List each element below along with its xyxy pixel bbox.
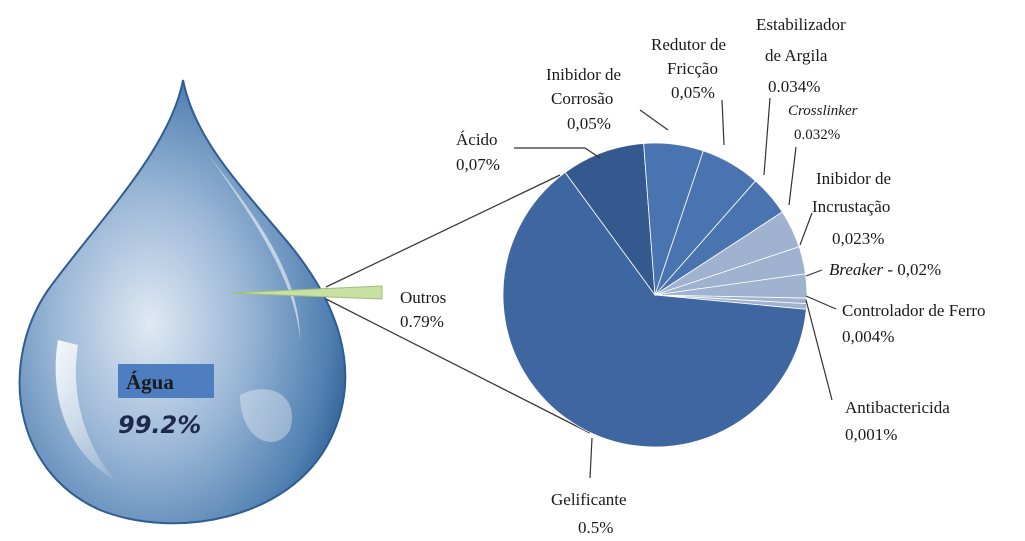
label-controlador-ferro: Controlador de Ferro 0,004% <box>842 301 990 346</box>
label-redutor-friccao: Redutor de Fricção 0,05% <box>651 35 730 102</box>
label-breaker-sep: - <box>883 260 897 279</box>
label-estabilizador-value: 0.034% <box>768 77 820 96</box>
leader-estabilizador <box>763 97 771 176</box>
label-gelificante-value: 0.5% <box>578 518 613 537</box>
others-wedge <box>229 285 383 300</box>
label-inibidor-incrustacao-line2: Incrustação <box>812 197 890 216</box>
water-drop <box>18 79 347 525</box>
leader-breaker <box>805 269 823 277</box>
label-antibactericida: Antibactericida 0,001% <box>845 398 954 444</box>
pie <box>502 142 808 448</box>
leader-inibidor-incrustacao <box>799 212 813 246</box>
label-inibidor-incrustacao-value: 0,023% <box>832 229 884 248</box>
label-acido-value: 0,07% <box>456 155 500 174</box>
label-antibactericida-value: 0,001% <box>845 425 897 444</box>
water-drop-body <box>18 79 347 525</box>
pie-slice-gelificante <box>502 171 807 448</box>
label-inibidor-incrustacao-line1: Inibidor de <box>816 169 891 188</box>
label-estabilizador-line1: Estabilizador <box>756 15 846 34</box>
connector-upper <box>325 174 561 288</box>
label-gelificante-name: Gelificante <box>551 490 627 509</box>
label-acido-name: Ácido <box>456 130 498 149</box>
label-controlador-ferro-name: Controlador de Ferro <box>842 301 986 320</box>
leader-lines <box>514 97 837 479</box>
pie-slice-breaker <box>654 273 808 299</box>
label-inibidor-incrustacao: Inibidor de Incrustação 0,023% <box>812 169 895 248</box>
label-estabilizador-line2: de Argila <box>765 46 828 65</box>
label-gelificante: Gelificante 0.5% <box>551 490 631 537</box>
label-breaker: Breaker - 0,02% <box>829 260 941 279</box>
label-crosslinker-value: 0.032% <box>794 127 840 143</box>
water-drop-shine <box>55 340 115 480</box>
leader-redutor-friccao <box>721 99 725 146</box>
water-label: Água <box>126 370 174 394</box>
leader-controlador-ferro <box>805 295 837 310</box>
label-crosslinker-name: Crosslinker <box>788 103 858 119</box>
pie-slice-acido <box>564 143 656 297</box>
label-estabilizador: Estabilizador de Argila 0.034% <box>756 15 850 96</box>
label-crosslinker: Crosslinker 0.032% <box>788 103 861 143</box>
label-inibidor-corrosao-line2: Corrosão <box>551 89 613 108</box>
others-value: 0.79% <box>400 312 444 331</box>
connector-lower <box>325 298 591 434</box>
label-acido: Ácido 0,07% <box>456 130 502 174</box>
leader-inibidor-corrosao <box>639 109 669 131</box>
label-inibidor-corrosao-value: 0,05% <box>567 114 611 133</box>
leader-crosslinker <box>788 146 797 206</box>
label-redutor-friccao-value: 0,05% <box>671 83 715 102</box>
label-redutor-friccao-line1: Redutor de <box>651 35 726 54</box>
water-drop-highlight <box>240 389 292 443</box>
water-label-badge <box>118 364 214 398</box>
leader-gelificante <box>589 437 593 479</box>
label-controlador-ferro-value: 0,004% <box>842 327 894 346</box>
label-breaker-name: Breaker <box>829 260 884 279</box>
label-inibidor-corrosao: Inibidor de Corrosão 0,05% <box>546 65 625 133</box>
leader-antibactericida <box>805 299 833 401</box>
water-value: 99.2% <box>118 411 201 439</box>
others-label: Outros <box>400 288 446 307</box>
label-breaker-value: 0,02% <box>897 260 941 279</box>
label-antibactericida-name: Antibactericida <box>845 398 950 417</box>
label-redutor-friccao-line2: Fricção <box>667 59 718 78</box>
leader-acido <box>514 147 601 159</box>
label-inibidor-corrosao-line1: Inibidor de <box>546 65 621 84</box>
